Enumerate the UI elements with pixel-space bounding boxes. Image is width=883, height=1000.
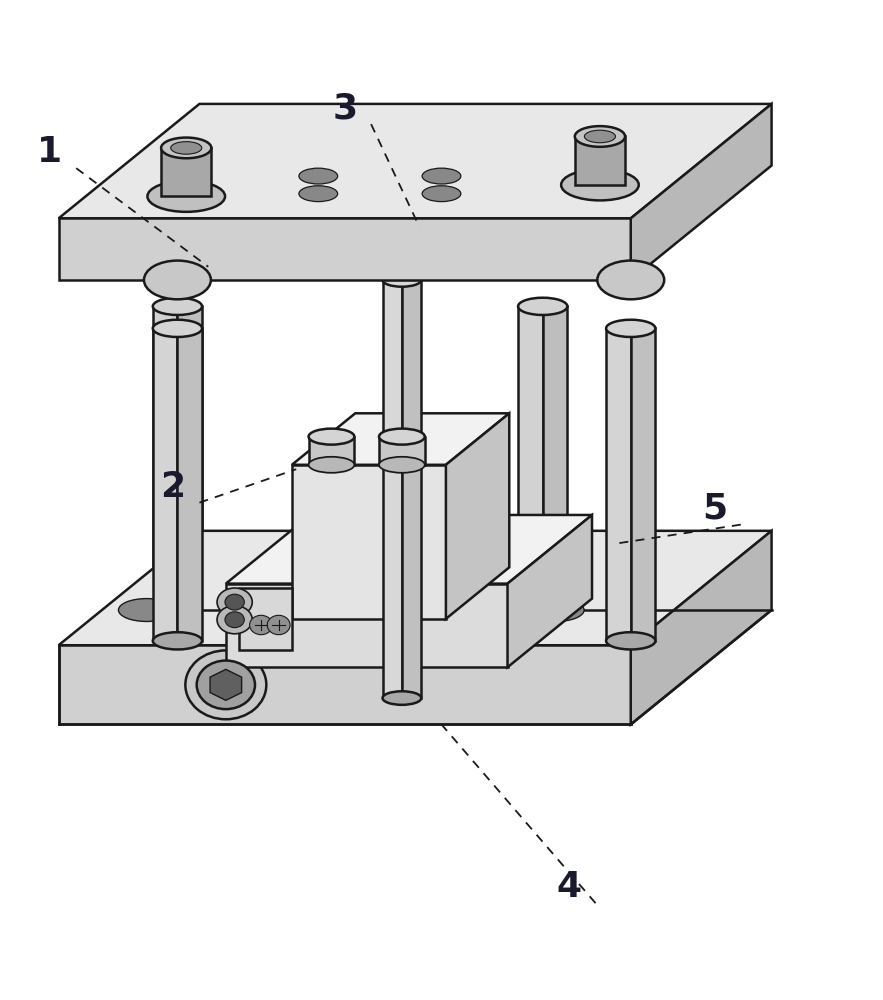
Polygon shape (379, 437, 425, 465)
Ellipse shape (528, 599, 584, 621)
Ellipse shape (382, 691, 421, 705)
Text: 4: 4 (556, 870, 582, 904)
Ellipse shape (299, 186, 337, 202)
Ellipse shape (185, 650, 267, 719)
Polygon shape (226, 515, 592, 584)
Polygon shape (153, 306, 177, 641)
Polygon shape (630, 531, 772, 724)
Polygon shape (161, 148, 211, 196)
Polygon shape (308, 437, 354, 465)
Ellipse shape (518, 632, 568, 649)
Ellipse shape (144, 261, 211, 299)
Ellipse shape (250, 615, 273, 635)
Polygon shape (630, 104, 772, 280)
Polygon shape (58, 645, 630, 724)
Polygon shape (377, 271, 426, 280)
Text: 2: 2 (161, 470, 185, 504)
Polygon shape (58, 531, 772, 645)
Ellipse shape (161, 138, 211, 158)
Ellipse shape (153, 632, 202, 649)
Text: 1: 1 (37, 135, 63, 169)
Ellipse shape (606, 320, 655, 337)
Ellipse shape (225, 594, 245, 610)
Polygon shape (177, 306, 202, 641)
Ellipse shape (308, 457, 354, 473)
Polygon shape (630, 328, 655, 641)
Polygon shape (239, 588, 292, 650)
Ellipse shape (147, 181, 225, 212)
Polygon shape (402, 280, 421, 698)
Text: 5: 5 (702, 492, 727, 526)
Ellipse shape (379, 429, 425, 445)
Polygon shape (508, 515, 592, 667)
Polygon shape (606, 328, 630, 641)
Ellipse shape (422, 186, 461, 202)
Polygon shape (292, 465, 446, 619)
Ellipse shape (197, 661, 255, 709)
Ellipse shape (153, 298, 202, 315)
Ellipse shape (575, 126, 625, 147)
Ellipse shape (606, 632, 655, 649)
Ellipse shape (217, 606, 253, 634)
Ellipse shape (118, 599, 175, 621)
Ellipse shape (308, 429, 354, 445)
Text: 3: 3 (332, 91, 358, 125)
Polygon shape (153, 328, 177, 641)
Ellipse shape (561, 169, 638, 200)
Ellipse shape (153, 320, 202, 337)
Ellipse shape (268, 615, 291, 635)
Ellipse shape (597, 261, 664, 299)
Ellipse shape (153, 632, 202, 649)
Polygon shape (292, 413, 509, 465)
Ellipse shape (518, 298, 568, 315)
Polygon shape (575, 136, 625, 185)
Ellipse shape (217, 588, 253, 616)
Ellipse shape (170, 142, 201, 154)
Ellipse shape (379, 457, 425, 473)
Ellipse shape (299, 168, 337, 184)
Polygon shape (58, 104, 772, 218)
Ellipse shape (225, 612, 245, 628)
Polygon shape (177, 328, 202, 641)
Ellipse shape (585, 130, 615, 143)
Polygon shape (210, 669, 242, 700)
Polygon shape (518, 306, 543, 641)
Polygon shape (382, 280, 402, 698)
Ellipse shape (382, 273, 421, 287)
Polygon shape (58, 218, 630, 280)
Ellipse shape (422, 168, 461, 184)
Polygon shape (226, 584, 508, 667)
Polygon shape (446, 413, 509, 619)
Polygon shape (543, 306, 568, 641)
